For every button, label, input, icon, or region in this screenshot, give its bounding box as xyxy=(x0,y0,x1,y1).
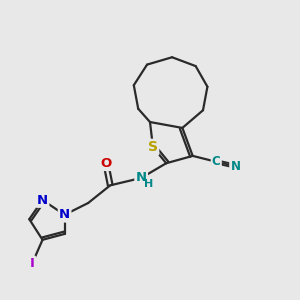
Text: N: N xyxy=(37,194,48,207)
Text: N: N xyxy=(136,172,147,184)
Text: I: I xyxy=(30,257,35,270)
Text: C: C xyxy=(212,155,220,168)
Text: S: S xyxy=(148,140,158,154)
Text: I: I xyxy=(30,257,35,270)
Text: N: N xyxy=(37,194,48,207)
Text: S: S xyxy=(148,140,158,154)
Text: O: O xyxy=(100,157,112,170)
Text: N: N xyxy=(230,160,240,173)
Text: N: N xyxy=(136,172,147,184)
Text: C: C xyxy=(212,155,220,168)
Text: N: N xyxy=(59,208,70,221)
Text: N: N xyxy=(230,160,240,173)
Text: H: H xyxy=(144,179,153,189)
Text: O: O xyxy=(100,157,112,170)
Text: N: N xyxy=(59,208,70,221)
